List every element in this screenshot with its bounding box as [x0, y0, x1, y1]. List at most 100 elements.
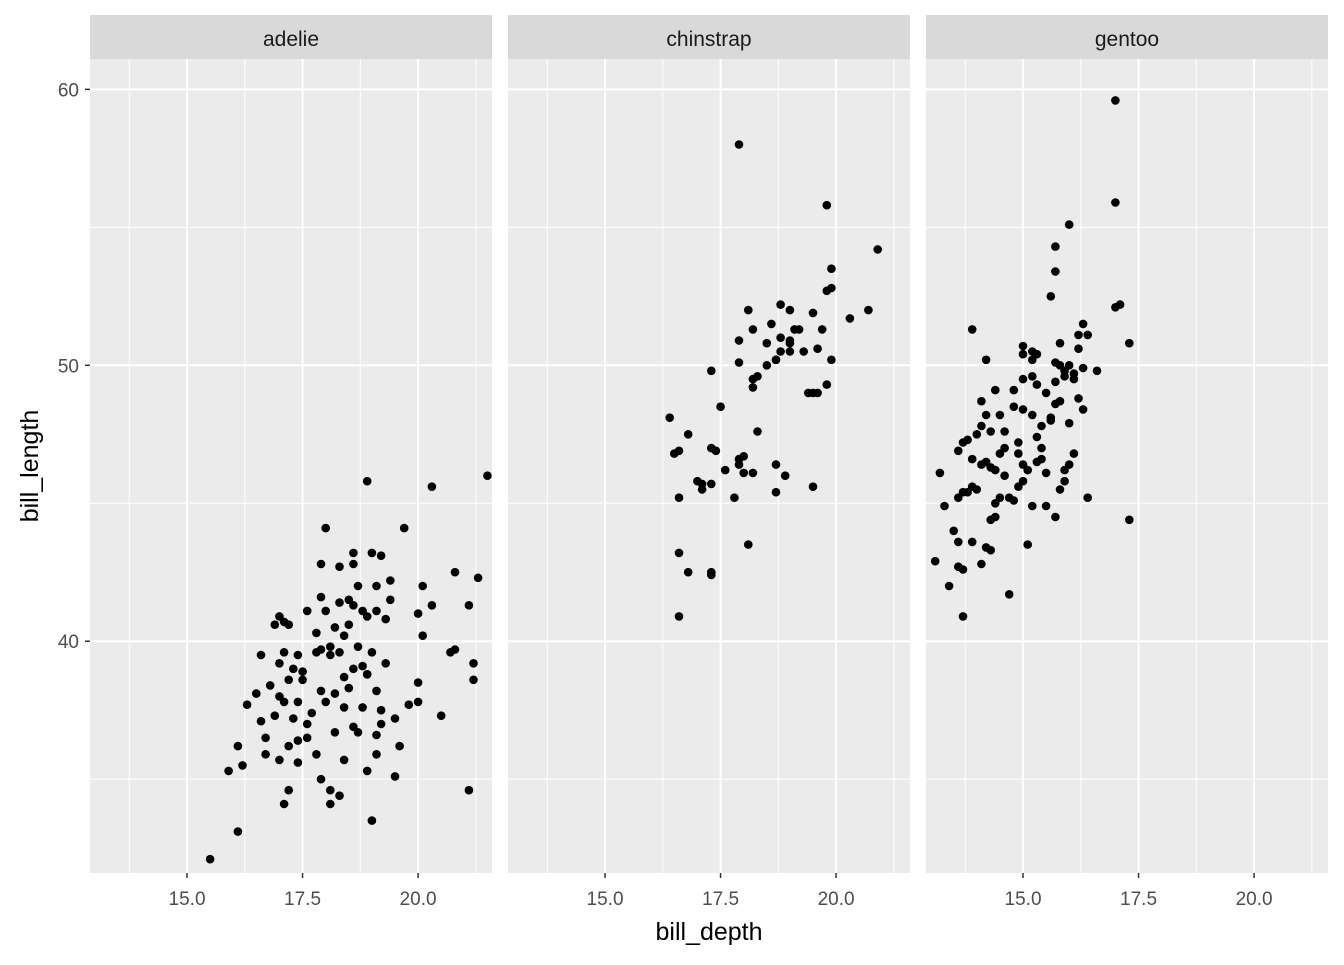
data-point	[1125, 338, 1134, 348]
data-point	[330, 728, 340, 737]
data-point	[930, 556, 940, 566]
data-point	[972, 430, 982, 439]
data-point	[367, 548, 377, 558]
data-point	[977, 559, 986, 569]
data-point	[261, 733, 270, 743]
data-point	[822, 200, 832, 210]
data-point	[776, 333, 785, 343]
data-point	[367, 648, 377, 657]
data-point	[1018, 374, 1028, 384]
data-point	[776, 300, 785, 309]
data-point	[1018, 476, 1028, 486]
data-point	[744, 540, 753, 549]
data-point	[261, 750, 270, 759]
data-point	[1078, 405, 1088, 414]
data-point	[748, 468, 758, 478]
data-point	[344, 620, 354, 629]
data-point	[1083, 493, 1092, 503]
data-point	[1051, 242, 1060, 251]
data-point	[386, 595, 395, 605]
data-point	[967, 537, 977, 547]
strip-label: gentoo	[1095, 28, 1159, 51]
data-point	[326, 785, 335, 795]
data-point	[349, 548, 358, 558]
data-point	[275, 755, 284, 765]
strip-label: chinstrap	[666, 28, 751, 51]
data-point	[693, 476, 702, 486]
data-point	[413, 609, 423, 618]
data-point	[339, 672, 349, 682]
data-point	[372, 730, 381, 740]
data-point	[362, 476, 372, 486]
data-point	[958, 612, 968, 621]
data-point	[744, 305, 753, 315]
data-point	[390, 772, 400, 781]
data-point	[362, 766, 372, 776]
strip-background	[508, 15, 910, 59]
data-point	[1018, 460, 1028, 469]
data-point	[321, 523, 331, 533]
data-point	[450, 645, 460, 654]
data-point	[748, 325, 758, 334]
data-point	[944, 581, 954, 591]
data-point	[339, 631, 349, 640]
data-point	[707, 443, 716, 453]
data-point	[1083, 330, 1092, 340]
data-point	[339, 755, 349, 765]
data-point	[413, 678, 423, 687]
data-point	[1032, 349, 1042, 359]
data-point	[386, 576, 395, 585]
data-point	[1023, 540, 1032, 549]
data-point	[771, 460, 781, 469]
strip-background	[90, 15, 492, 59]
data-point	[316, 592, 326, 602]
data-point	[372, 606, 381, 616]
data-point	[808, 308, 818, 318]
data-point	[991, 465, 1000, 475]
data-point	[785, 347, 795, 356]
data-point	[813, 388, 822, 398]
data-point	[1111, 198, 1120, 207]
data-point	[954, 537, 963, 547]
data-point	[372, 686, 381, 696]
data-point	[739, 468, 748, 478]
data-point	[674, 446, 684, 456]
facet-panel-chinstrap: chinstrap 15.0 17.5 20.0	[508, 15, 910, 910]
data-point	[967, 454, 977, 464]
data-point	[284, 675, 294, 685]
data-point	[242, 700, 252, 709]
data-point	[1009, 385, 1019, 395]
data-point	[330, 623, 340, 632]
data-point	[827, 283, 836, 293]
x-axis-title: bill_depth	[655, 918, 762, 946]
data-point	[284, 785, 294, 795]
data-point	[954, 446, 963, 456]
data-point	[674, 493, 684, 503]
data-point	[265, 681, 275, 690]
data-point	[483, 471, 492, 481]
data-point	[739, 452, 748, 461]
data-point	[734, 140, 744, 149]
data-point	[464, 785, 474, 795]
data-point	[335, 791, 344, 800]
data-point	[256, 650, 266, 660]
data-point	[376, 551, 386, 560]
data-point	[289, 664, 298, 674]
data-point	[1055, 485, 1065, 494]
data-point	[436, 711, 446, 720]
data-point	[326, 799, 335, 809]
data-point	[665, 413, 674, 423]
data-point	[977, 421, 986, 431]
data-point	[748, 383, 758, 392]
data-point	[256, 716, 266, 726]
data-point	[1032, 432, 1042, 442]
data-point	[1032, 380, 1042, 389]
data-point	[307, 708, 317, 718]
data-point	[1069, 369, 1079, 378]
data-point	[720, 465, 730, 475]
data-point	[707, 567, 716, 577]
data-point	[376, 705, 386, 715]
data-point	[707, 366, 716, 376]
data-point	[734, 358, 744, 367]
data-point	[1111, 96, 1120, 105]
